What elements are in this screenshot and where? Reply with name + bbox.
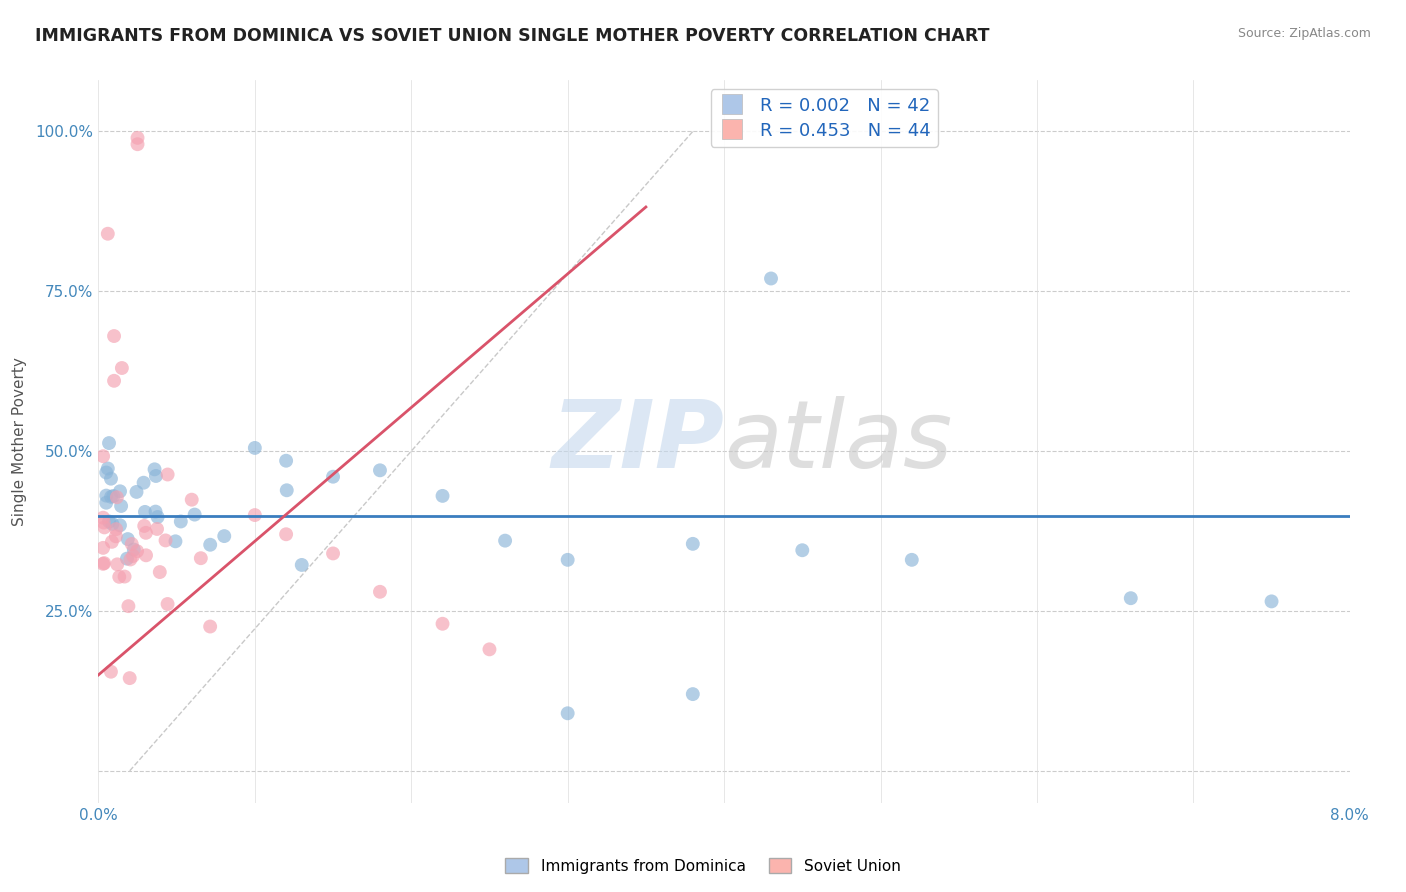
Point [276,483,298,498]
Point [146,522,169,536]
Point [557,553,579,567]
Point [97,227,120,241]
Point [98,515,121,529]
Point [274,454,298,468]
Point [101,534,124,549]
Point [110,499,132,513]
Point [105,522,128,536]
Point [91,449,114,463]
Point [165,534,187,549]
Point [105,491,128,505]
Point [93,520,115,534]
Point [120,552,142,566]
Text: IMMIGRANTS FROM DOMINICA VS SOVIET UNION SINGLE MOTHER POVERTY CORRELATION CHART: IMMIGRANTS FROM DOMINICA VS SOVIET UNION… [35,27,990,45]
Point [122,549,145,563]
Point [108,518,131,533]
Point [100,472,122,486]
Point [98,436,121,450]
Point [1260,594,1282,608]
Point [478,642,501,657]
Point [121,537,143,551]
Point [127,131,149,145]
Point [322,546,344,560]
Legend: R = 0.002   N = 42, R = 0.453   N = 44: R = 0.002 N = 42, R = 0.453 N = 44 [711,89,938,147]
Point [198,619,221,633]
Point [101,516,124,531]
Point [155,533,177,548]
Point [97,461,120,475]
Point [682,687,704,701]
Point [170,515,193,529]
Point [1119,591,1142,606]
Point [145,505,167,519]
Point [93,556,115,570]
Point [212,529,235,543]
Y-axis label: Single Mother Poverty: Single Mother Poverty [13,357,27,526]
Point [115,551,138,566]
Point [432,489,454,503]
Point [104,529,127,543]
Point [132,475,155,490]
Point [291,558,314,572]
Point [103,329,125,343]
Point [156,597,179,611]
Point [432,616,454,631]
Point [792,543,814,558]
Point [322,469,344,483]
Point [134,505,156,519]
Point [93,516,115,530]
Point [143,462,166,476]
Point [91,557,114,571]
Point [900,553,922,567]
Point [149,565,172,579]
Point [274,527,298,541]
Point [180,492,202,507]
Point [145,469,167,483]
Point [103,374,125,388]
Point [759,271,782,285]
Point [190,551,212,566]
Point [100,490,122,504]
Point [243,441,266,455]
Point [117,599,139,614]
Point [103,489,125,503]
Point [118,671,141,685]
Point [368,463,391,477]
Point [91,541,114,555]
Point [146,510,169,524]
Point [108,484,131,499]
Point [114,569,136,583]
Point [557,706,579,721]
Point [682,537,704,551]
Text: Source: ZipAtlas.com: Source: ZipAtlas.com [1237,27,1371,40]
Point [135,525,157,540]
Point [96,489,118,503]
Point [117,532,139,546]
Point [122,542,145,557]
Point [156,467,179,482]
Point [91,510,114,524]
Point [243,508,266,522]
Point [134,519,156,533]
Text: atlas: atlas [724,396,952,487]
Point [125,484,148,499]
Point [183,508,205,522]
Legend: Immigrants from Dominica, Soviet Union: Immigrants from Dominica, Soviet Union [499,852,907,880]
Point [96,496,118,510]
Point [198,538,221,552]
Point [108,570,131,584]
Point [105,558,128,572]
Point [100,665,122,679]
Point [111,361,134,376]
Point [125,544,148,558]
Point [135,549,157,563]
Point [96,466,118,480]
Text: ZIP: ZIP [551,395,724,488]
Point [494,533,516,548]
Point [127,137,149,152]
Point [368,584,391,599]
